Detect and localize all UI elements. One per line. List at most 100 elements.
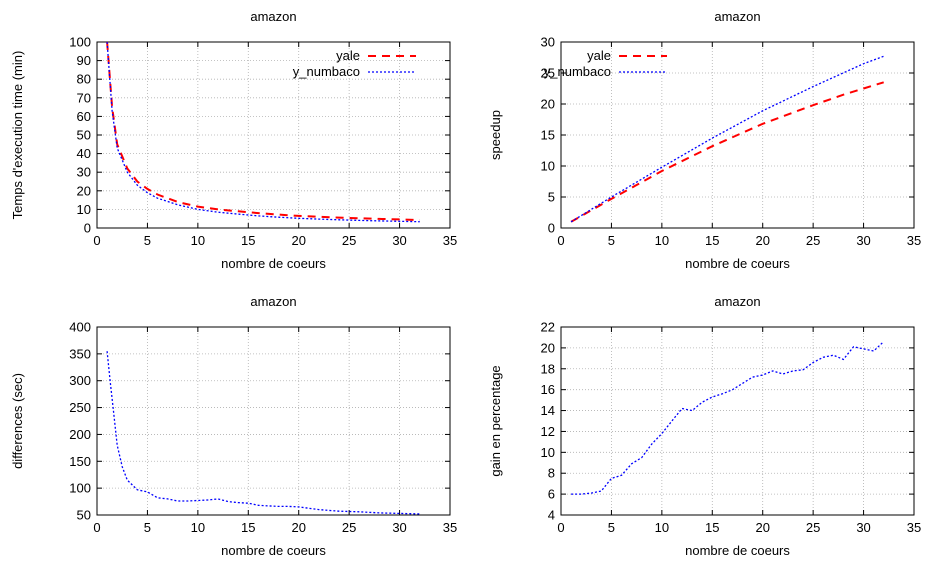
data-point [883,341,884,342]
data-point [843,359,844,360]
x-tick-label: 35 [907,520,921,535]
data-point [268,505,269,506]
data-point [591,492,592,493]
x-tick-label: 5 [144,233,151,248]
data-point [127,479,128,480]
plot-2: 0 5 10 15 20 25 30 35 50 100 150 200 250 300 350 400 ama… [10,294,457,558]
data-point [671,420,672,421]
x-tick-label: 15 [241,233,255,248]
y-tick-label: 10 [541,445,555,460]
data-point [742,383,743,384]
y-tick-label: 50 [77,128,91,143]
plot-1: 0 5 10 15 20 25 30 35 0 5 10 15 20 25 30 amazon nombre d… [488,9,921,271]
data-point [127,172,128,173]
data-point [248,503,249,504]
data-point [318,509,319,510]
data-point [722,393,723,394]
data-point [197,209,198,210]
data-point [278,506,279,507]
y-tick-label: 250 [69,400,91,415]
data-point [338,219,339,220]
chart-title: amazon [714,9,760,24]
data-point [112,110,113,111]
data-point [712,396,713,397]
x-tick-label: 5 [608,520,615,535]
data-point [419,219,420,220]
y-tick-label: 300 [69,373,91,388]
data-point [177,500,178,501]
x-tick-label: 0 [557,520,564,535]
data-point [581,494,582,495]
data-point [379,218,380,219]
data-point [167,498,168,499]
series-line-y_numbaco [106,41,420,223]
y-tick-label: 18 [541,361,555,376]
y-axis-label: differences (sec) [10,373,25,469]
y-tick-label: 60 [77,109,91,124]
data-point [863,88,864,89]
data-point [137,185,138,186]
x-tick-label: 15 [705,520,719,535]
data-point [147,491,148,492]
y-tick-label: 50 [77,508,91,523]
data-point [782,373,783,374]
data-point [732,389,733,390]
data-point [762,123,763,124]
x-tick-label: 25 [806,233,820,248]
data-point [762,110,763,111]
data-point [258,215,259,216]
y-axis-label: gain en percentage [488,365,503,476]
legend-label: y_numbaco [293,64,360,79]
data-point [258,213,259,214]
y-tick-label: 100 [69,481,91,496]
x-tick-label: 35 [907,233,921,248]
data-point [238,211,239,212]
chart-title: amazon [714,294,760,309]
y-tick-label: 350 [69,346,91,361]
data-point [122,466,123,467]
data-point [187,500,188,501]
x-tick-label: 10 [191,520,205,535]
data-point [338,217,339,218]
y-tick-label: 22 [541,320,555,335]
x-tick-label: 30 [856,233,870,248]
data-point [157,194,158,195]
data-point [399,221,400,222]
x-tick-label: 10 [655,233,669,248]
data-point [802,369,803,370]
data-point [197,206,198,207]
y-tick-label: 400 [69,320,91,335]
data-point [399,513,400,514]
data-point [813,362,814,363]
x-tick-label: 30 [392,233,406,248]
data-point [883,56,884,57]
legend-label: yale [336,48,360,63]
data-point [661,433,662,434]
data-point [641,457,642,458]
x-tick-label: 0 [557,233,564,248]
y-tick-label: 6 [548,487,555,502]
data-point [127,168,128,169]
data-point [106,351,107,352]
data-point [157,497,158,498]
y-tick-label: 5 [548,190,555,205]
data-point [570,221,571,222]
x-tick-label: 25 [342,233,356,248]
data-point [651,443,652,444]
y-tick-label: 10 [77,202,91,217]
y-tick-label: 12 [541,424,555,439]
y-tick-label: 90 [77,53,91,68]
data-point [113,407,114,408]
data-point [318,216,319,217]
data-point [681,408,682,409]
x-tick-label: 20 [755,520,769,535]
data-point [258,505,259,506]
data-point [873,350,874,351]
y-tick-label: 14 [541,403,555,418]
data-point [117,144,118,145]
x-tick-label: 10 [191,233,205,248]
data-point [712,138,713,139]
y-tick-label: 200 [69,427,91,442]
